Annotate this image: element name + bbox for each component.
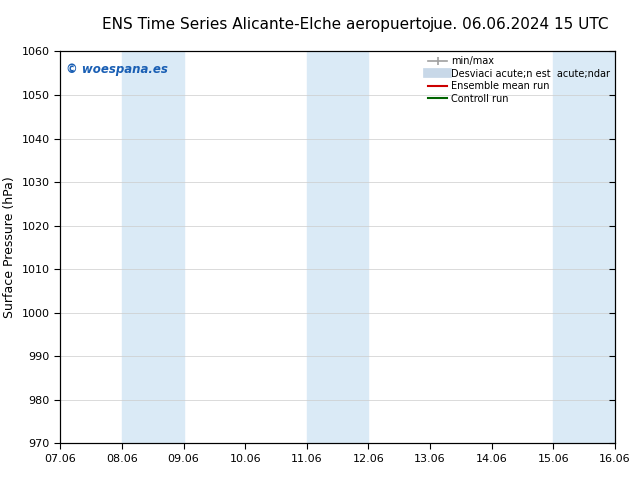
- Bar: [615, 51, 633, 443]
- Text: jue. 06.06.2024 15 UTC: jue. 06.06.2024 15 UTC: [429, 17, 609, 32]
- Text: © woespana.es: © woespana.es: [66, 63, 167, 76]
- Bar: [553, 51, 615, 443]
- Bar: [307, 51, 368, 443]
- Text: ENS Time Series Alicante-Elche aeropuerto: ENS Time Series Alicante-Elche aeropuert…: [102, 17, 430, 32]
- Y-axis label: Surface Pressure (hPa): Surface Pressure (hPa): [3, 176, 16, 318]
- Legend: min/max, Desviaci acute;n est  acute;ndar, Ensemble mean run, Controll run: min/max, Desviaci acute;n est acute;ndar…: [426, 54, 612, 105]
- Bar: [122, 51, 183, 443]
